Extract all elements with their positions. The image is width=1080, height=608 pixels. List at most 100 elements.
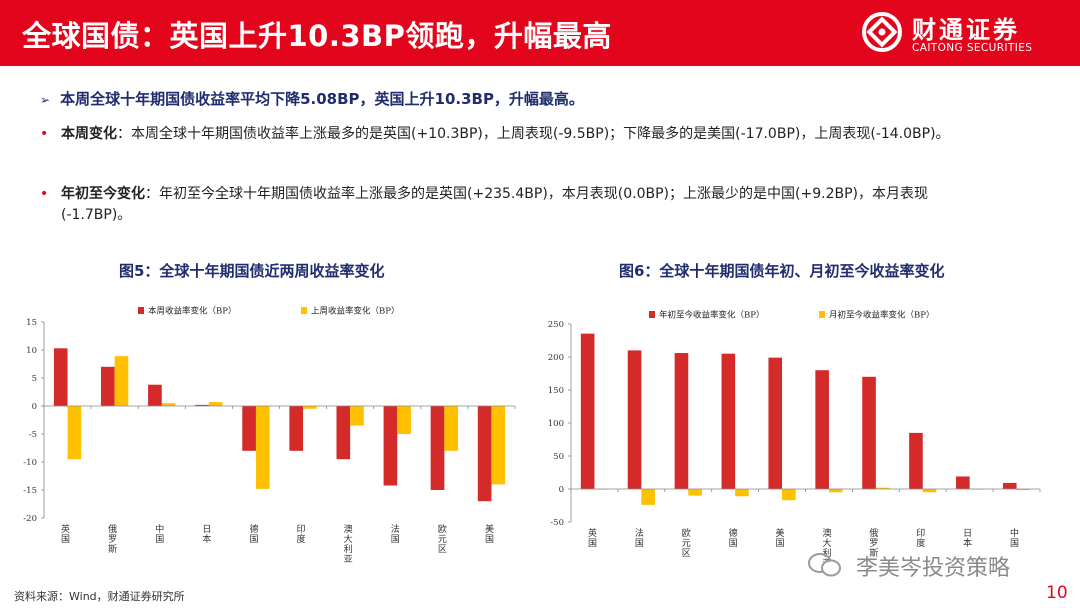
bar <box>782 489 796 501</box>
bar <box>1016 489 1031 491</box>
x-tick-label: 美国 <box>485 523 494 545</box>
y-tick-label: 10 <box>26 346 37 356</box>
x-tick-label: 中国 <box>1010 527 1019 549</box>
bar <box>289 406 304 451</box>
y-tick-label: -20 <box>23 514 37 524</box>
legend-swatch <box>649 311 655 318</box>
bar <box>53 348 68 406</box>
company-logo: 财通证券 CAITONG SECURITIES <box>860 8 1060 58</box>
x-tick-label: 日本 <box>202 524 211 545</box>
bar <box>350 406 364 426</box>
legend-label: 月初至今收益率变化（BP） <box>829 310 934 321</box>
y-tick-label: 5 <box>32 374 37 384</box>
x-tick-label: 中国 <box>155 523 164 545</box>
bar <box>815 370 829 489</box>
bar <box>148 384 162 406</box>
bullet-label: 本周变化 <box>61 126 117 142</box>
legend-label: 上周收益率变化（BP） <box>311 306 399 317</box>
bullet-ytd: • 年初至今变化：年初至今全球十年期国债收益率上涨最多的是英国(+235.4BP… <box>40 184 990 226</box>
page-number: 10 <box>1046 583 1068 603</box>
x-tick-label: 英国 <box>61 523 70 545</box>
y-tick-label: 200 <box>548 353 564 363</box>
wechat-icon <box>808 553 841 577</box>
x-tick-label: 德国 <box>249 523 258 545</box>
arrow-icon: ➢ <box>40 93 51 107</box>
bar <box>336 406 351 460</box>
y-tick-label: 0 <box>559 485 564 495</box>
x-tick-label: 印度 <box>297 523 306 545</box>
x-tick-label: 法国 <box>635 527 644 549</box>
x-tick-label: 俄罗斯 <box>869 527 878 559</box>
legend-swatch <box>819 311 825 318</box>
bar <box>477 406 492 502</box>
bar <box>397 406 411 434</box>
chart-title-fig6: 图6：全球十年期国债年初、月初至今收益率变化 <box>619 262 945 280</box>
y-tick-label: -5 <box>29 430 37 440</box>
bar <box>580 333 595 489</box>
bullet-dot-icon: • <box>40 186 49 202</box>
bar <box>67 406 82 460</box>
chart-fig6: 年初至今收益率变化（BP） 月初至今收益率变化（BP） 250 200 150 100 50… <box>548 310 1041 569</box>
legend-label: 本周收益率变化（BP） <box>148 306 236 317</box>
bullet-text: ：年初至今全球十年期国债收益率上涨最多的是英国(+235.4BP)，本月表现(0… <box>61 186 928 223</box>
bar <box>100 366 115 406</box>
bar <box>627 350 642 489</box>
bar <box>195 404 209 406</box>
bullet-dot-icon: • <box>40 126 49 142</box>
x-tick-label: 欧元区 <box>682 527 691 559</box>
bar <box>768 357 783 489</box>
bar <box>242 406 256 451</box>
legend-swatch <box>138 307 144 314</box>
y-tick-label: 50 <box>553 452 564 462</box>
bullet-label: 年初至今变化 <box>61 186 145 202</box>
x-tick-label: 日本 <box>963 528 972 549</box>
chart-fig5: 本周收益率变化（BP） 上周收益率变化（BP） 15 10 5 0 -5 -10 -15 -20 英… <box>23 306 516 565</box>
y-tick-label: 15 <box>26 318 37 328</box>
bullet-weekly: • 本周变化：本周全球十年期国债收益率上涨最多的是英国(+10.3BP)，上周表… <box>40 124 990 145</box>
bar <box>688 489 702 496</box>
watermark-text: 李美岑投资策略 <box>856 556 1011 581</box>
x-tick-label: 法国 <box>391 523 400 545</box>
bar <box>721 353 736 489</box>
bullet-text: ：本周全球十年期国债收益率上涨最多的是英国(+10.3BP)，上周表现(-9.5… <box>117 126 950 142</box>
y-tick-label: 250 <box>548 320 564 330</box>
source-note: 资料来源：Wind，财通证券研究所 <box>14 590 185 603</box>
caitong-logo-icon <box>862 12 902 52</box>
y-tick-label: -15 <box>23 486 37 496</box>
bar <box>208 402 223 406</box>
bar <box>922 489 937 493</box>
watermark: 李美岑投资策略 <box>808 550 1058 581</box>
chart-title-fig5: 图5：全球十年期国债近两周收益率变化 <box>119 262 385 280</box>
logo-chinese-text: 财通证券 <box>912 16 1020 44</box>
legend-swatch <box>301 307 307 314</box>
x-tick-label: 俄罗斯 <box>108 523 117 555</box>
y-tick-label: 150 <box>548 386 564 396</box>
bar <box>828 489 843 493</box>
x-tick-label: 德国 <box>729 527 738 549</box>
bar <box>383 406 398 486</box>
bar <box>430 406 445 490</box>
headline: ➢ 本周全球十年期国债收益率平均下降5.08BP，英国上升10.3BP，升幅最高。 <box>40 88 584 109</box>
bar <box>862 376 876 489</box>
y-tick-label: 100 <box>548 419 564 429</box>
bar <box>674 353 689 489</box>
bar <box>161 403 176 406</box>
logo-english-text: CAITONG SECURITIES <box>912 42 1033 54</box>
x-tick-label: 印度 <box>916 527 925 549</box>
y-tick-label: -50 <box>550 518 564 528</box>
x-tick-label: 英国 <box>588 527 597 549</box>
bar <box>114 356 129 406</box>
bar <box>1002 482 1017 489</box>
header-bar: 全球国债：英国上升10.3BP领跑，升幅最高 财通证券 CAITONG SECU… <box>0 0 1080 66</box>
y-tick-label: -10 <box>23 458 37 468</box>
x-tick-label: 美国 <box>776 527 785 549</box>
bar <box>303 406 317 409</box>
page-title: 全球国债：英国上升10.3BP领跑，升幅最高 <box>22 19 612 53</box>
legend-label: 年初至今收益率变化（BP） <box>659 310 764 321</box>
headline-text: 本周全球十年期国债收益率平均下降5.08BP，英国上升10.3BP，升幅最高。 <box>60 90 584 108</box>
bar <box>875 487 890 489</box>
x-tick-label: 欧元区 <box>438 523 447 555</box>
bar <box>956 476 970 489</box>
bar <box>735 489 749 497</box>
bar <box>491 406 506 485</box>
